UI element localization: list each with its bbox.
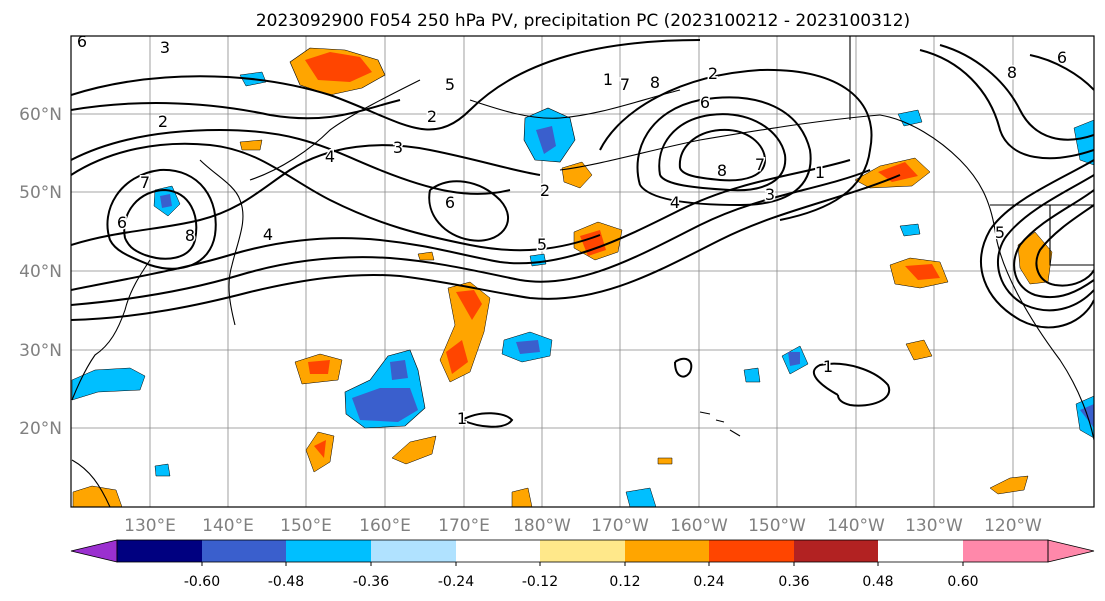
- colorbar-segment: [202, 540, 286, 562]
- colorbar: -0.60 -0.48 -0.36 -0.24 -0.12 0.12 0.24 0.36 0.4…: [70, 539, 1095, 590]
- contour-label: 8: [717, 161, 727, 180]
- latitude-label: 40°N: [19, 262, 62, 282]
- colorbar-segment: [371, 540, 456, 562]
- contour-label: 1: [603, 70, 613, 89]
- contour-label: 5: [537, 235, 547, 254]
- colorbar-segment: [286, 540, 371, 562]
- contour-label: 8: [185, 226, 195, 245]
- contour-label: 7: [620, 75, 630, 94]
- contour-label: 8: [1007, 63, 1017, 82]
- contour-label: 1: [815, 163, 825, 182]
- longitude-label: 140°E: [202, 516, 254, 536]
- latitude-label: 50°N: [19, 183, 62, 203]
- contour-label: 7: [140, 173, 150, 192]
- colorbar-segment: [625, 540, 709, 562]
- colorbar-tick-label: 0.36: [778, 574, 809, 590]
- contour-label: 2: [540, 181, 550, 200]
- contour-label: 5: [995, 223, 1005, 242]
- contour-label: 8: [650, 73, 660, 92]
- longitude-label: 170°E: [438, 516, 490, 536]
- longitude-label: 130°W: [905, 516, 963, 536]
- longitude-label: 170°W: [591, 516, 649, 536]
- colorbar-segment: [540, 540, 625, 562]
- contour-label: 5: [445, 75, 455, 94]
- pv-contours: [71, 39, 1094, 428]
- longitude-label: 180°W: [513, 516, 571, 536]
- contour-label: 6: [1057, 48, 1067, 67]
- contour-label: 3: [160, 38, 170, 57]
- longitude-label: 120°W: [984, 516, 1042, 536]
- colorbar-segment: [117, 540, 202, 562]
- contour-label: 6: [445, 193, 455, 212]
- contour-label: 6: [117, 213, 127, 232]
- colorbar-tick-label: -0.60: [184, 574, 220, 590]
- colorbar-tick-label: -0.24: [438, 574, 474, 590]
- colorbar-tick-label: -0.48: [268, 574, 304, 590]
- colorbar-segment: [963, 540, 1048, 562]
- contour-label: 6: [700, 93, 710, 112]
- longitude-label: 150°E: [280, 516, 332, 536]
- map-frame: [70, 35, 1095, 508]
- longitude-labels: 130°E 140°E 150°E 160°E 170°E 180°W 170°W 160°W…: [124, 516, 1042, 536]
- contour-label: 2: [158, 112, 168, 131]
- colorbar-extend-high: [1047, 539, 1095, 563]
- contour-label: 4: [263, 225, 273, 244]
- latitude-label: 60°N: [19, 105, 62, 125]
- contour-label: 1: [823, 357, 833, 376]
- gridlines: [71, 36, 1094, 507]
- longitude-label: 130°E: [124, 516, 176, 536]
- contour-label: 1: [457, 409, 467, 428]
- colorbar-tick-label: -0.12: [522, 574, 558, 590]
- longitude-label: 140°W: [827, 516, 885, 536]
- colorbar-tick-label: -0.36: [353, 574, 389, 590]
- contour-label: 2: [708, 64, 718, 83]
- colorbar-segment: [709, 540, 794, 562]
- contour-label: 2: [427, 107, 437, 126]
- longitude-label: 160°E: [359, 516, 411, 536]
- colorbar-extend-low: [70, 539, 118, 563]
- latitude-labels: 60°N 50°N 40°N 30°N 20°N: [19, 105, 62, 439]
- contour-label: 4: [670, 193, 680, 212]
- longitude-label: 160°W: [670, 516, 728, 536]
- latitude-label: 30°N: [19, 341, 62, 361]
- map-title: 2023092900 F054 250 hPa PV, precipitatio…: [256, 11, 910, 31]
- colorbar-segment: [456, 540, 540, 562]
- longitude-label: 150°W: [748, 516, 806, 536]
- contour-label: 4: [325, 147, 335, 166]
- latitude-label: 20°N: [19, 419, 62, 439]
- contour-label: 3: [765, 185, 775, 204]
- colorbar-tick-label: 0.12: [609, 574, 640, 590]
- colorbar-segment: [794, 540, 878, 562]
- colorbar-tick-label: 0.48: [862, 574, 893, 590]
- coastlines: [71, 36, 1094, 507]
- colorbar-tick-label: 0.60: [947, 574, 978, 590]
- contour-label: 6: [77, 32, 87, 51]
- contour-label: 3: [393, 138, 403, 157]
- contour-label: 7: [755, 155, 765, 174]
- colorbar-tick-label: 0.24: [693, 574, 724, 590]
